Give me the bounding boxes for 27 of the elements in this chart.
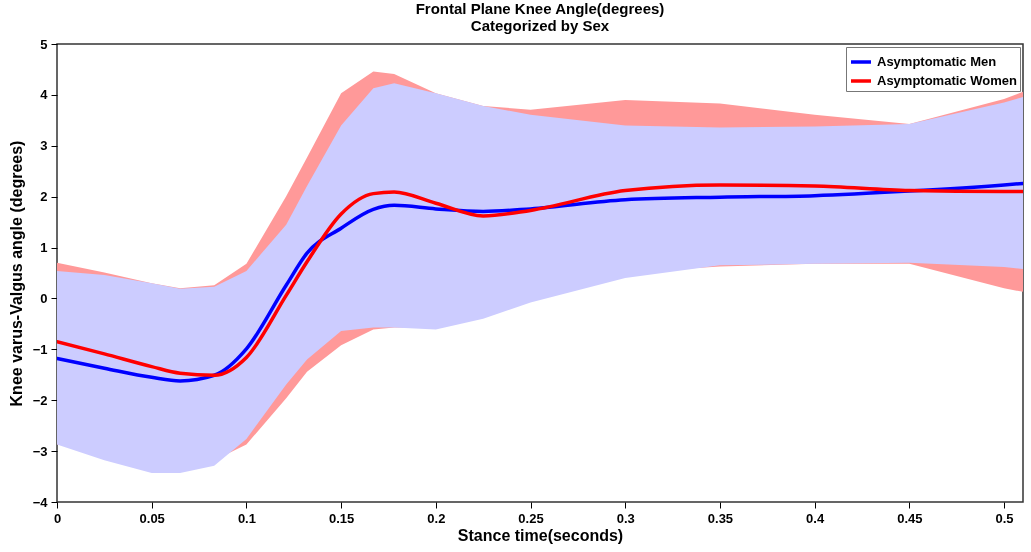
x-tick-label: 0.3	[616, 510, 635, 526]
x-tick-label: 0.35	[707, 510, 734, 526]
x-tick-label: 0.45	[897, 510, 923, 526]
y-tick-label: 1	[40, 240, 48, 256]
x-tick-label: 0.2	[427, 510, 446, 526]
y-tick-label: 0	[40, 290, 48, 306]
legend-label: Asymptomatic Women	[877, 73, 1017, 88]
y-axis-title: Knee varus-Valgus angle (degrees)	[7, 140, 25, 407]
x-tick-label: 0.5	[995, 510, 1014, 526]
chart-subtitle: Categorized by Sex	[470, 17, 610, 34]
x-tick-label: 0.15	[328, 510, 355, 526]
legend-label: Asymptomatic Men	[877, 54, 997, 69]
x-tick-label: 0.4	[806, 510, 825, 526]
y-tick-label: 2	[40, 189, 48, 205]
y-tick-label: −1	[32, 341, 48, 357]
x-tick-label: 0.05	[139, 510, 165, 526]
y-tick-label: −4	[32, 494, 49, 510]
x-tick-label: 0	[53, 510, 62, 526]
y-tick-label: −3	[32, 443, 48, 459]
x-tick-label: 0.1	[237, 510, 256, 526]
x-tick-label: 0.25	[518, 510, 544, 526]
chart-title: Frontal Plane Knee Angle(degrees)	[415, 0, 665, 17]
y-tick-label: 4	[40, 87, 49, 103]
x-axis-title: Stance time(seconds)	[457, 526, 624, 544]
y-tick-label: 3	[40, 138, 48, 154]
y-tick-label: 5	[40, 36, 48, 52]
y-tick-label: −2	[32, 392, 48, 408]
